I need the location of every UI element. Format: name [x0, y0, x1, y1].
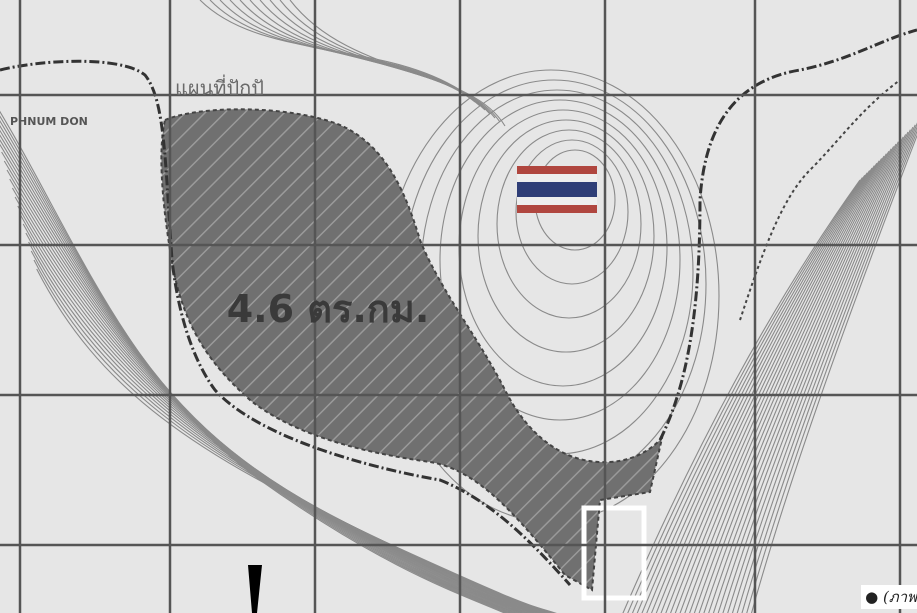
contour [279, 0, 501, 123]
contour [269, 0, 496, 119]
contour [515, 139, 629, 285]
area-label: 4.6 ตร.กม. [227, 287, 430, 331]
contour [439, 99, 681, 421]
contour [627, 177, 863, 613]
temple-marker [581, 505, 647, 601]
contour [650, 165, 875, 613]
contour [636, 172, 868, 613]
contour [477, 119, 655, 353]
contour [750, 134, 917, 613]
contour [722, 129, 911, 613]
contour [731, 124, 916, 613]
map-label: PHNUM DON [10, 115, 88, 128]
contour [665, 158, 883, 613]
contour [736, 122, 917, 613]
contour [0, 115, 509, 613]
thai-flag [517, 166, 597, 213]
contour [641, 170, 871, 613]
contour [674, 153, 887, 613]
contour [655, 162, 878, 613]
contour [679, 150, 890, 613]
contour [670, 155, 885, 613]
pointer-mark [248, 565, 262, 613]
contour [631, 174, 866, 613]
trail-line [739, 79, 901, 321]
contour [746, 129, 917, 613]
bullet: ● [865, 588, 883, 606]
contour [496, 129, 642, 319]
caption: ● (ภาพ [861, 585, 917, 609]
map-label: แผนที่ปักปั [175, 74, 264, 100]
contour [646, 167, 873, 613]
contour [36, 268, 557, 613]
claimed-area [160, 108, 664, 592]
contour [741, 126, 917, 613]
caption-text: (ภาพ [882, 588, 917, 606]
contour [727, 126, 914, 613]
road-line [658, 28, 917, 441]
